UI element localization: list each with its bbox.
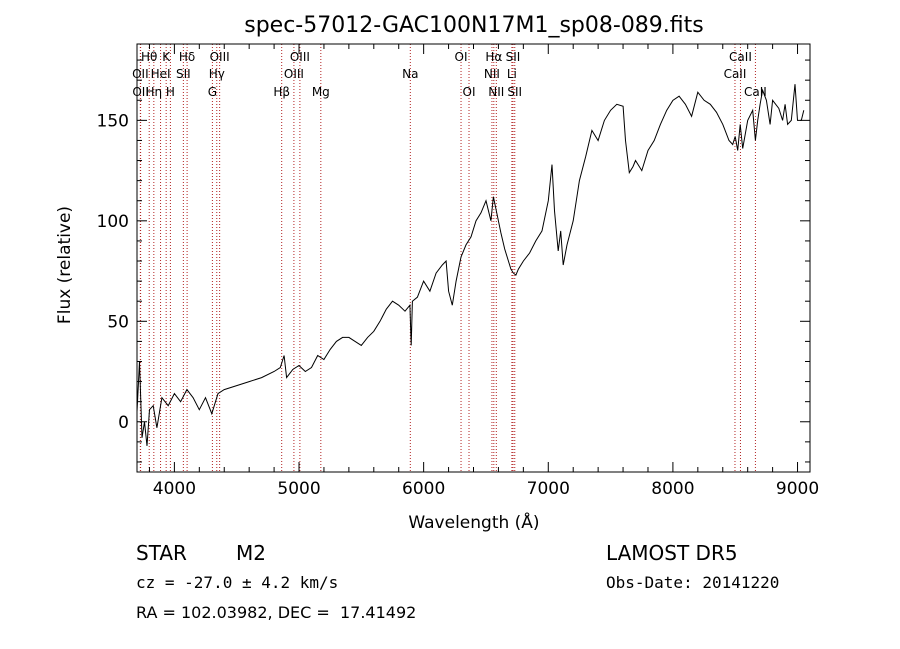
line-label: OIII <box>210 50 230 64</box>
line-label: OI <box>463 85 476 99</box>
object-class: STAR <box>136 541 187 565</box>
line-label: SII <box>507 85 522 99</box>
line-label: Hα <box>485 50 502 64</box>
line-label: CaII <box>744 85 767 99</box>
y-tick-label: 0 <box>118 413 129 433</box>
line-label: OIII <box>284 67 304 81</box>
coordinates: RA = 102.03982, DEC = 17.41492 <box>136 603 417 622</box>
line-label: OII <box>132 85 149 99</box>
line-label: CaII <box>724 67 747 81</box>
y-tick-label: 150 <box>97 111 129 131</box>
y-tick-label: 100 <box>97 212 129 232</box>
line-label: Hγ <box>209 67 225 81</box>
x-axis-label: Wavelength (Å) <box>408 511 539 533</box>
line-label: Li <box>507 67 517 81</box>
line-label: NII <box>484 67 500 81</box>
line-label: OIII <box>290 50 310 64</box>
line-label: K <box>162 50 171 64</box>
line-label: SII <box>176 67 191 81</box>
redshift-value: cz = -27.0 ± 4.2 km/s <box>136 573 339 592</box>
line-label: HeI <box>151 67 171 81</box>
x-tick-label: 9000 <box>776 479 819 499</box>
x-tick-label: 4000 <box>153 479 196 499</box>
line-label: Mg <box>312 85 330 99</box>
line-label: OI <box>455 50 468 64</box>
spectrum-line <box>136 84 805 446</box>
line-label: Hδ <box>179 50 195 64</box>
y-tick-label: 50 <box>107 312 129 332</box>
observation-date: Obs-Date: 20141220 <box>606 573 780 592</box>
object-subclass: M2 <box>236 541 266 565</box>
plot-frame <box>136 43 811 473</box>
line-label: Hβ <box>273 85 290 99</box>
line-label: CaII <box>729 50 752 64</box>
line-label: Na <box>402 67 418 81</box>
x-tick-label: 5000 <box>277 479 320 499</box>
x-tick-label: 6000 <box>402 479 445 499</box>
line-label: Hθ <box>141 50 157 64</box>
x-tick-label: 8000 <box>651 479 694 499</box>
spectral-line-markers <box>139 44 756 472</box>
y-axis-label: Flux (relative) <box>55 206 75 324</box>
line-label: OII <box>132 67 149 81</box>
x-tick-label: 7000 <box>527 479 570 499</box>
line-label: NII <box>488 85 504 99</box>
chart-title: spec-57012-GAC100N17M1_sp08-089.fits <box>244 13 704 38</box>
line-label: H <box>166 85 175 99</box>
survey-name: LAMOST DR5 <box>606 541 738 565</box>
line-label: Hη <box>146 85 163 99</box>
axis-ticks: 4000 5000 6000 7000 8000 9000 0 50 100 150 <box>97 44 819 499</box>
spectral-line-labels: Hθ K Hδ OIII OIII OI Hα SII CaII OII HeI SII Hγ OIII N… <box>132 50 767 99</box>
line-label: G <box>208 85 217 99</box>
line-label: SII <box>506 50 521 64</box>
